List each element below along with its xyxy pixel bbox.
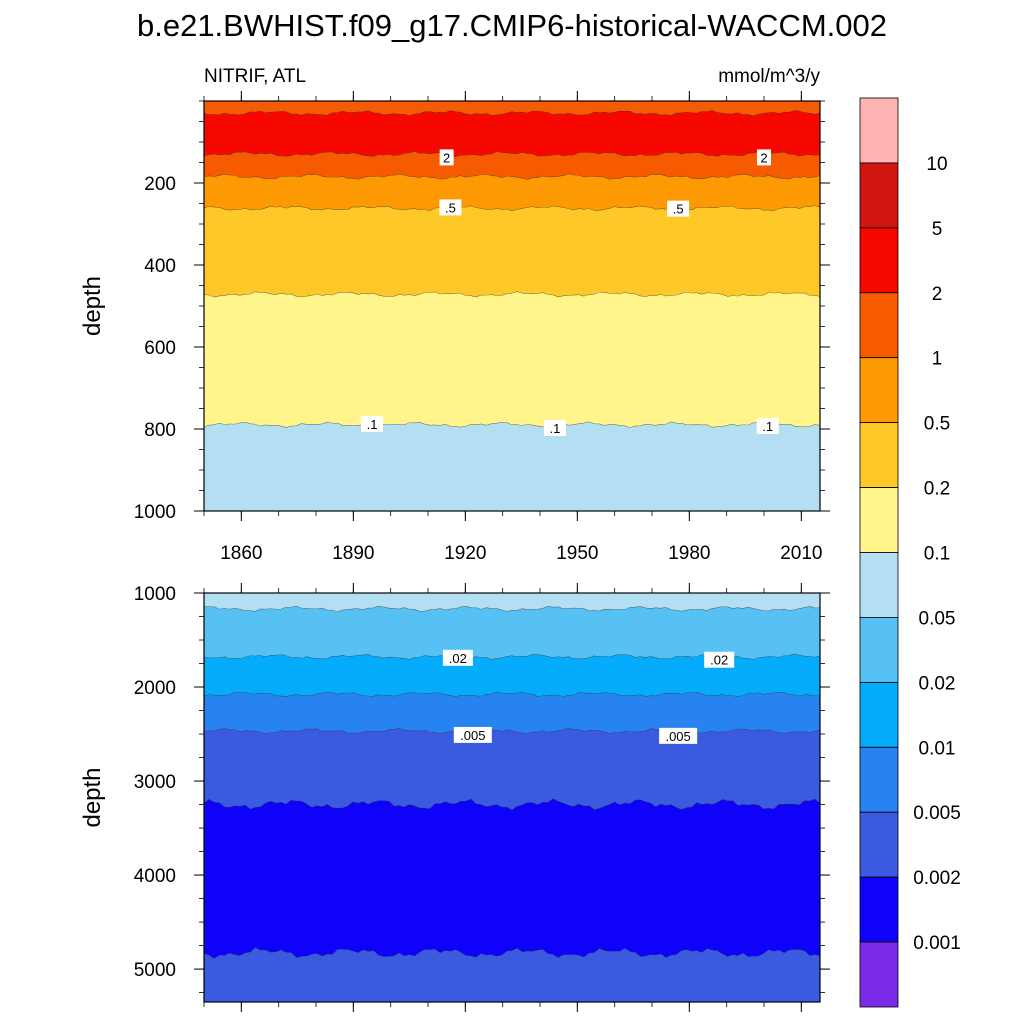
colorbar-label: 0.001 <box>913 933 961 954</box>
colorbar-swatch <box>859 162 899 229</box>
colorbar-swatch <box>859 876 899 943</box>
colorbar-swatch <box>859 292 899 359</box>
y-tick-label: 400 <box>144 256 176 277</box>
contour-band-5 <box>204 291 820 428</box>
contour-label-box <box>543 420 566 436</box>
y-tick-label: 4000 <box>134 866 176 887</box>
panel-subtitle-right: mmol/m^3/y <box>718 66 820 87</box>
contour-label: .005 <box>665 729 690 744</box>
y-axis-label: depth <box>79 276 106 336</box>
contour-label-box <box>453 726 492 743</box>
contour-band-5 <box>204 798 820 959</box>
colorbar-label: 0.02 <box>919 673 956 694</box>
colorbar-swatch <box>859 746 899 813</box>
colorbar-swatch <box>859 422 899 488</box>
contour-band-4 <box>204 205 820 298</box>
contour-label: 2 <box>443 150 450 165</box>
colorbar-label: 1 <box>932 349 943 370</box>
contour-band-6 <box>204 947 820 1002</box>
y-tick-label: 200 <box>144 174 176 195</box>
x-tick-label: 2010 <box>780 543 822 564</box>
contour-band-1 <box>204 606 820 660</box>
colorbar-label: 0.002 <box>913 868 961 889</box>
panel-subtitle-left: NITRIF, ATL <box>204 66 306 87</box>
colorbar-swatch <box>859 97 899 164</box>
colorbar-swatch <box>859 811 899 878</box>
colorbar-label: 0.005 <box>913 803 961 824</box>
colorbar-label: 0.1 <box>924 544 950 565</box>
colorbar: 10 5 2 1 0.5 0.2 0.1 0.05 0.02 0.01 0.005 0.002 0.00… <box>859 97 961 1008</box>
y-tick-label: 3000 <box>134 772 176 793</box>
contour-label-box <box>757 149 771 166</box>
contour-label: .5 <box>445 200 456 215</box>
colorbar-swatch <box>859 617 899 683</box>
lower-panel: .02 .02 .005 .005 1000 2000 3000 4000 5000 depth <box>79 583 830 1012</box>
contour-label-box <box>442 649 473 666</box>
contour-label: 2 <box>760 150 767 165</box>
contour-label-box <box>667 200 690 217</box>
contour-label-box <box>439 149 454 166</box>
colorbar-swatch <box>859 227 899 294</box>
contour-band-2 <box>204 151 820 180</box>
contour-label: .005 <box>460 728 485 743</box>
colorbar-swatch <box>859 552 899 618</box>
contour-label: .1 <box>762 419 773 434</box>
y-tick-label: 2000 <box>134 678 176 699</box>
contour-band-2 <box>204 654 820 697</box>
contour-label-box <box>361 415 383 432</box>
colorbar-label: 0.01 <box>919 738 956 759</box>
contour-label: .5 <box>673 202 684 217</box>
contour-label-box <box>439 199 462 216</box>
contour-band-6 <box>204 422 820 511</box>
plot-frame <box>203 592 821 1003</box>
colorbar-label: 10 <box>926 154 947 175</box>
x-tick-label: 1890 <box>332 543 374 564</box>
y-axis-label: depth <box>79 767 106 827</box>
y-tick-label: 800 <box>144 420 176 441</box>
y-tick-label: 1000 <box>134 502 176 523</box>
contour-band-0 <box>204 101 820 117</box>
contour-label: .1 <box>550 421 561 436</box>
contour-label-box <box>659 727 698 744</box>
contour-label: .02 <box>449 651 467 666</box>
colorbar-label: 5 <box>932 219 943 240</box>
x-tick-label: 1920 <box>444 543 486 564</box>
colorbar-swatch <box>859 487 899 553</box>
colorbar-label: 2 <box>932 284 943 305</box>
x-tick-label: 1860 <box>220 543 262 564</box>
contour-label-box <box>704 651 735 668</box>
y-tick-label: 5000 <box>134 960 176 981</box>
contour-band-4 <box>204 728 820 811</box>
x-tick-label: 1950 <box>556 543 598 564</box>
contour-band-3 <box>204 174 820 211</box>
colorbar-label: 0.05 <box>919 608 956 629</box>
contour-band-1 <box>204 110 820 157</box>
colorbar-swatch <box>859 941 899 1008</box>
y-tick-label: 1000 <box>134 584 176 605</box>
colorbar-swatch <box>859 681 899 748</box>
x-tick-label: 1980 <box>668 543 710 564</box>
contour-label-box <box>756 417 779 434</box>
colorbar-swatch <box>859 357 899 424</box>
chart-title: b.e21.BWHIST.f09_g17.CMIP6-historical-WA… <box>137 8 887 43</box>
contour-label: .1 <box>367 417 378 432</box>
contour-band-0 <box>204 593 820 612</box>
contour-band-3 <box>204 692 820 734</box>
upper-panel: 2 2 .5 .5 .1 .1 .1 200 400 600 800 1000 1860 1890 1920… <box>79 91 830 564</box>
y-tick-label: 600 <box>144 338 176 359</box>
contour-label: .02 <box>710 653 728 668</box>
colorbar-label: 0.2 <box>924 479 950 500</box>
colorbar-label: 0.5 <box>924 414 950 435</box>
